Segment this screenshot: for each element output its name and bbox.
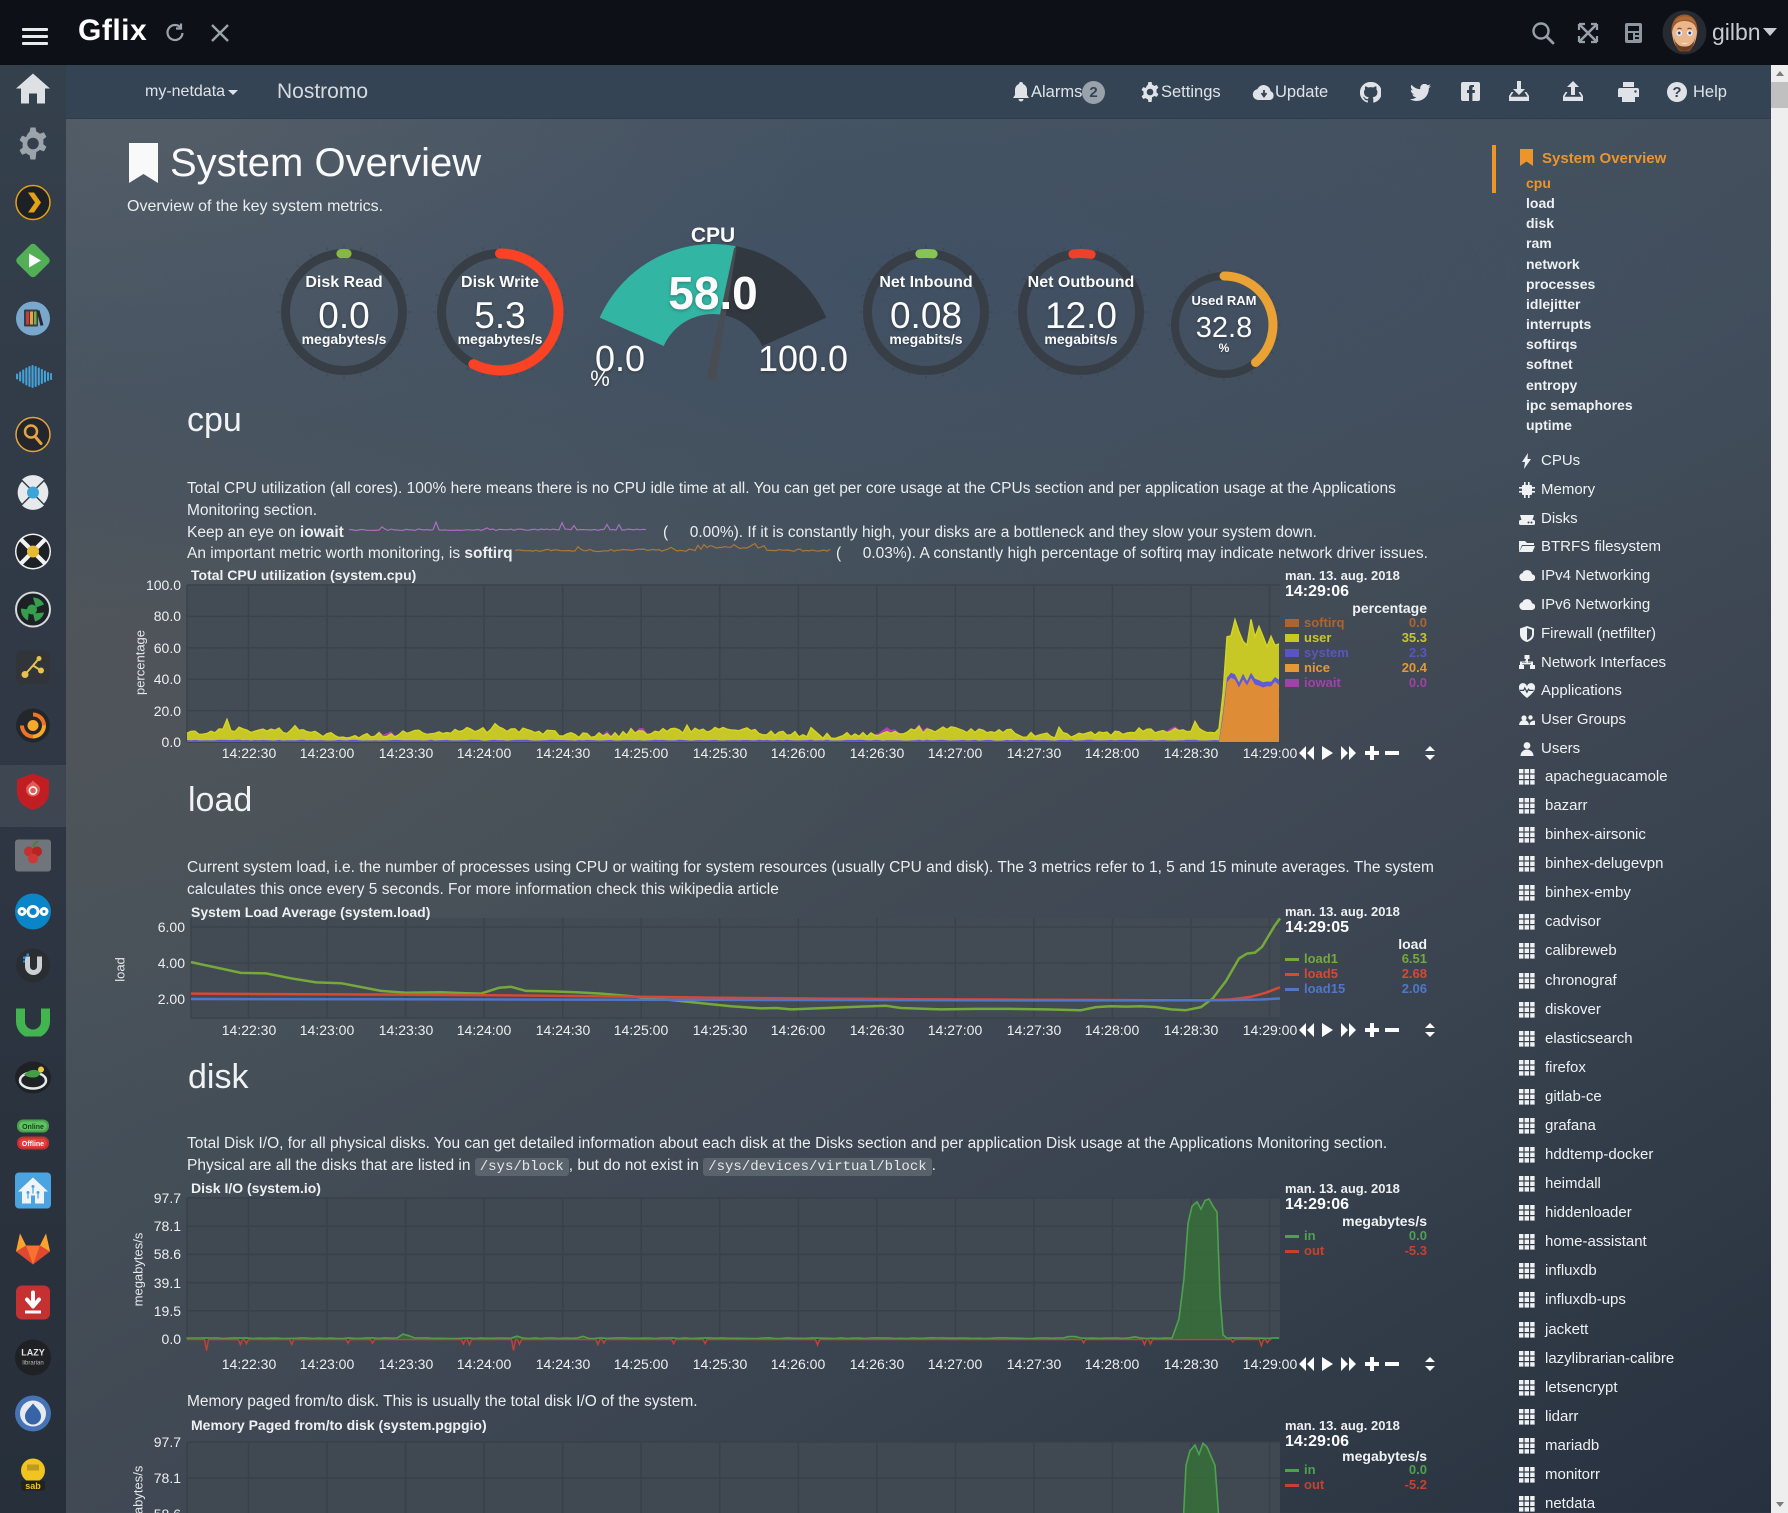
svg-text:sab: sab (25, 1481, 41, 1491)
svg-text:Offline: Offline (22, 1141, 44, 1148)
svg-text:LAZY: LAZY (21, 1348, 45, 1358)
svg-text:librarian: librarian (22, 1361, 43, 1367)
svg-text:?: ? (1672, 84, 1681, 101)
svg-text:Online: Online (22, 1124, 44, 1131)
